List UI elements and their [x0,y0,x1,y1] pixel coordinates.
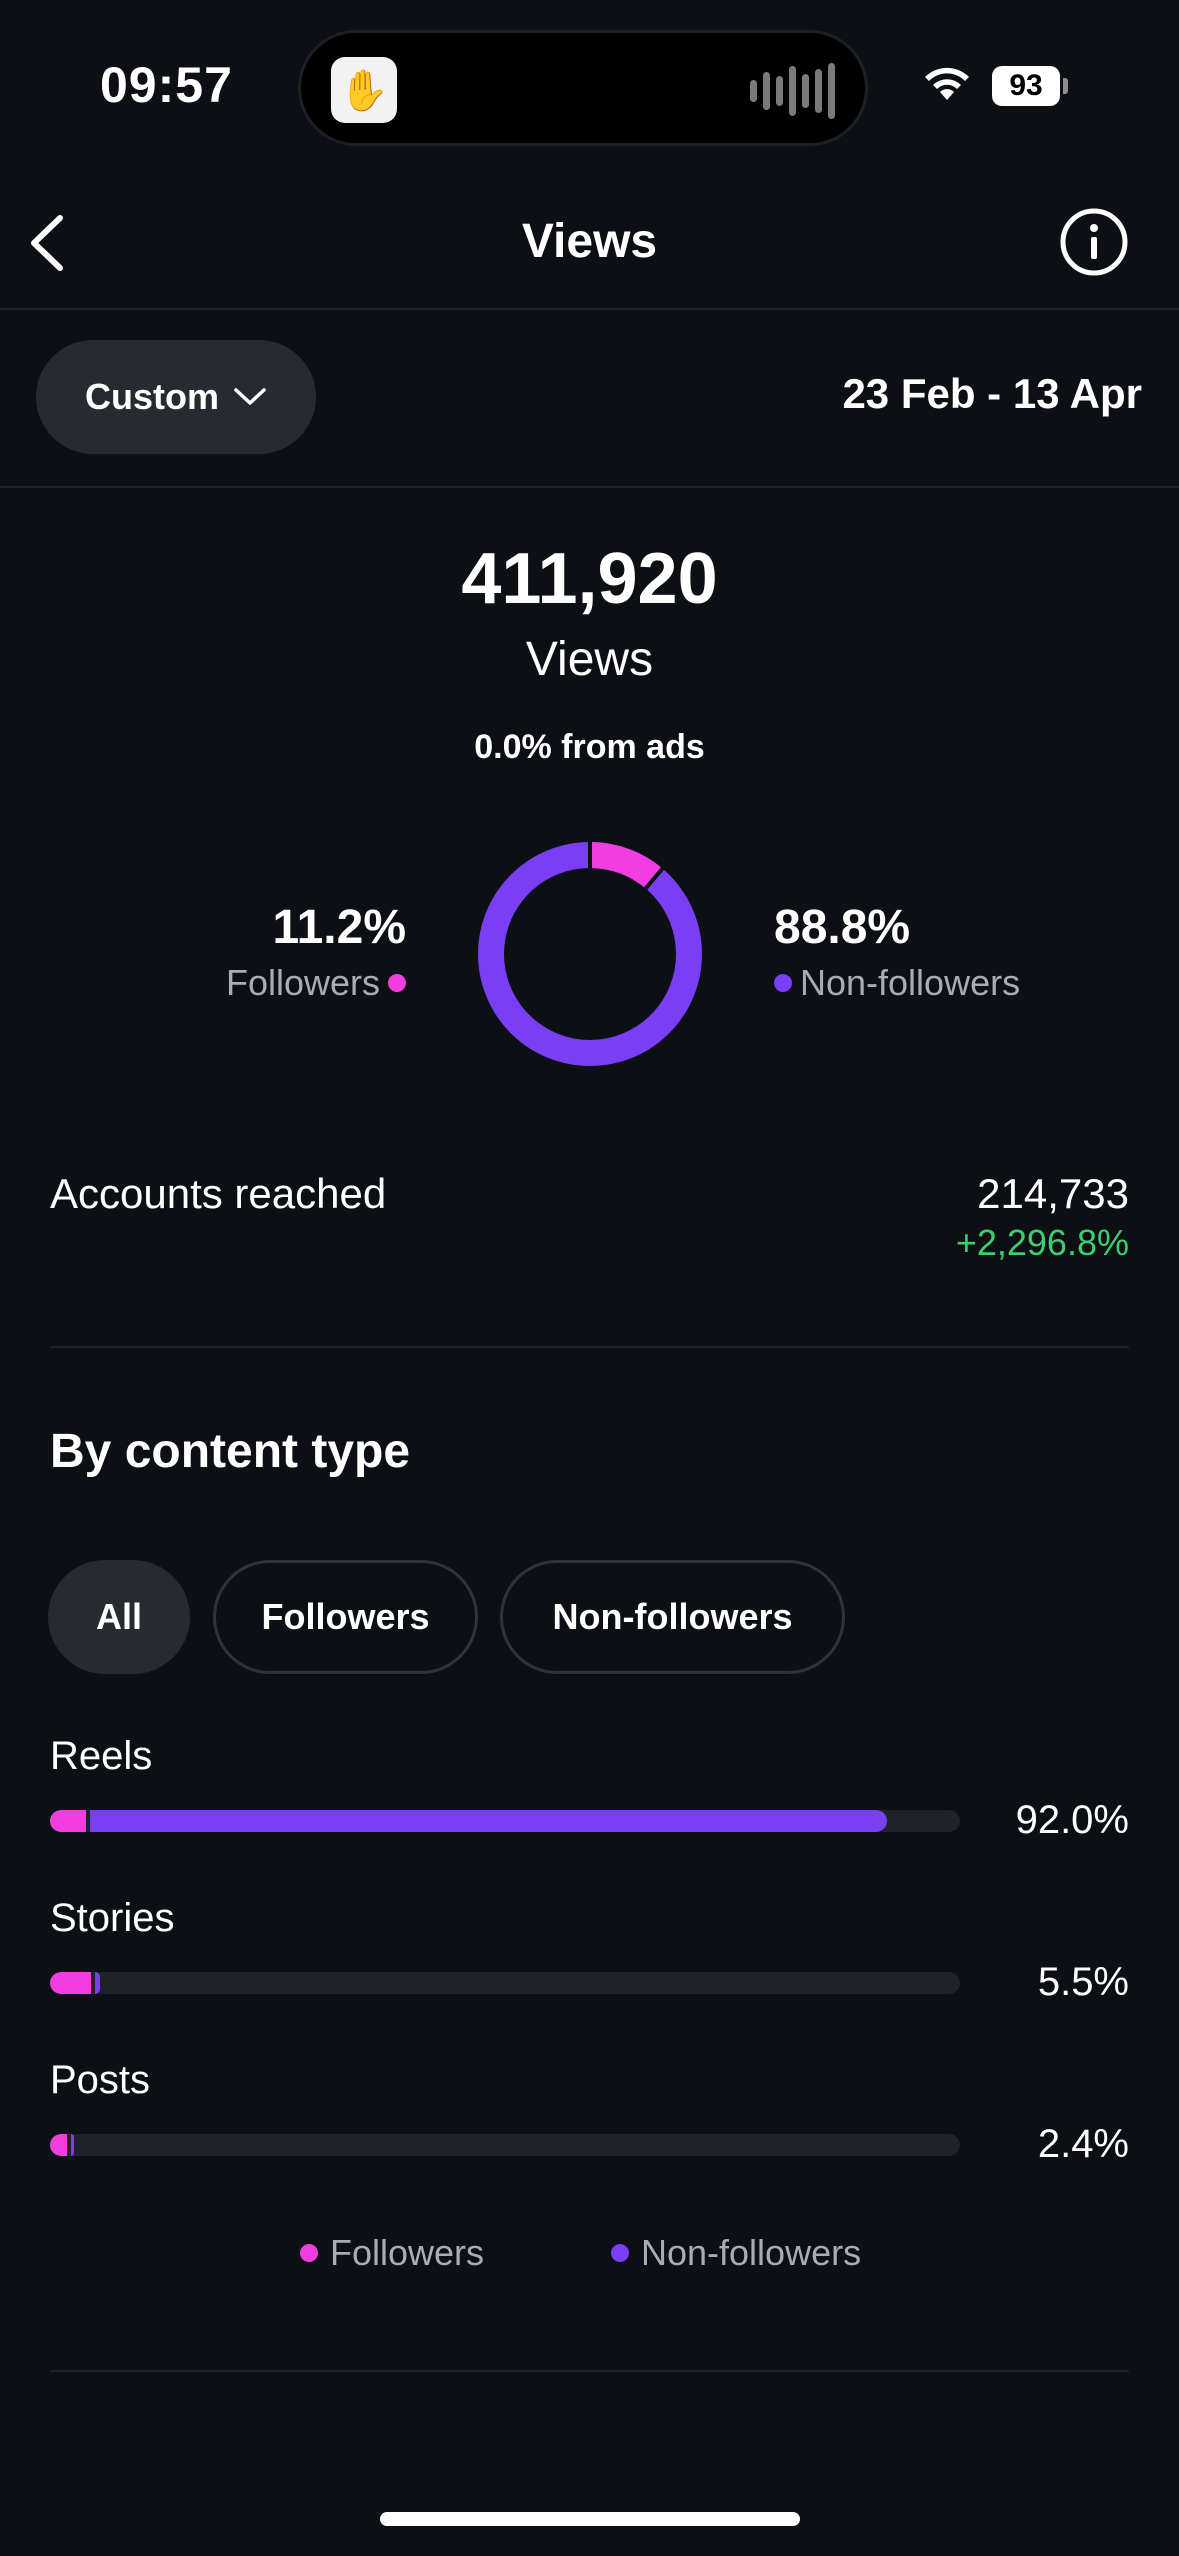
chip-all[interactable]: All [48,1560,190,1674]
legend-followers-label: Followers [330,2232,485,2273]
stories-label: Stories [50,1896,175,1940]
legend-followers: Followers [300,2232,484,2274]
section-title: By content type [50,1425,411,1478]
reels-followers-segment [50,1810,87,1832]
dynamic-island[interactable]: ✋ [298,30,868,146]
info-button[interactable] [1058,206,1130,278]
ads-share-text: 0.0% from ads [474,728,705,766]
donut-non-followers-arc [478,842,702,1066]
chip-non-followers[interactable]: Non-followers [500,1560,845,1674]
section-divider [50,1346,1129,1348]
header-divider [0,308,1179,310]
app-icon: ✋ [331,57,397,123]
non-followers-dot-icon [774,974,792,992]
bottom-divider [50,2370,1129,2372]
date-range-text: 23 Feb - 13 Apr [842,370,1142,417]
reels-label: Reels [50,1734,153,1778]
stories-followers-segment [50,1972,91,1994]
non-followers-label: Non-followers [800,962,1021,1003]
stories-percentage: 5.5% [1037,1960,1129,2004]
battery-nub [1063,78,1068,94]
page-title: Views [521,215,658,268]
reels-non-followers-segment [90,1810,888,1832]
accounts-reached-value: 214,733 [977,1170,1129,1217]
chip-followers[interactable]: Followers [213,1560,478,1674]
donut-separator [644,867,664,890]
reels-bar [50,1810,960,1832]
stories-bar [50,1972,960,1994]
posts-non-followers-segment [71,2134,75,2156]
posts-percentage: 2.4% [1037,2122,1129,2166]
total-views-label: Views [525,633,654,686]
posts-followers-segment [50,2134,68,2156]
posts-bar [50,2134,960,2156]
followers-legend: Followers [226,962,406,1004]
filter-divider [0,486,1179,488]
legend-non-followers: Non-followers [611,2232,861,2274]
non-followers-legend: Non-followers [774,962,1020,1004]
non-followers-dot-icon [611,2244,629,2262]
audio-waveform-icon [750,61,835,121]
reels-percentage: 92.0% [1015,1798,1129,1842]
followers-percentage: 11.2% [272,901,406,954]
followers-label: Followers [225,962,380,1003]
home-indicator[interactable] [380,2512,800,2526]
accounts-reached-label: Accounts reached [50,1170,387,1217]
chevron-down-icon [234,388,266,405]
date-range-dropdown-label: Custom [85,376,219,417]
followers-donut-chart [478,842,702,1066]
battery-indicator: 93 [992,66,1060,106]
status-time: 09:57 [100,57,233,113]
back-button[interactable] [20,208,90,278]
posts-label: Posts [50,2058,151,2102]
followers-dot-icon [388,974,406,992]
non-followers-percentage: 88.8% [774,901,911,954]
accounts-reached-change: +2,296.8% [955,1222,1129,1263]
date-range-dropdown[interactable]: Custom [36,340,316,454]
stories-non-followers-segment [94,1972,101,1994]
followers-dot-icon [300,2244,318,2262]
wifi-icon [925,67,969,100]
total-views-value: 411,920 [461,539,718,619]
legend-non-followers-label: Non-followers [641,2232,862,2273]
